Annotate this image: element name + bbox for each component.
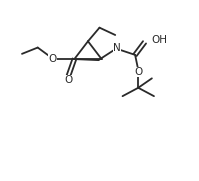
Text: O: O [64,75,72,85]
Text: OH: OH [151,35,167,45]
Text: N: N [113,43,121,53]
Text: O: O [48,54,57,64]
Text: O: O [134,67,142,77]
